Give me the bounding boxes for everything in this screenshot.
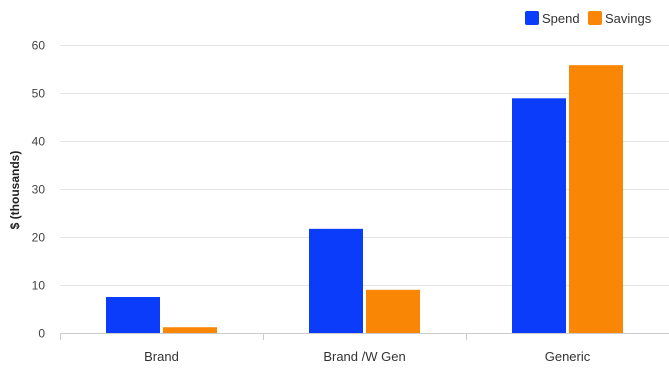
y-tick-label: 20 (32, 231, 46, 245)
y-tick-label: 50 (32, 87, 46, 101)
grid-lines (60, 45, 669, 286)
legend-label: Spend (542, 11, 580, 26)
legend-swatch (525, 11, 539, 25)
x-tick-label: Generic (545, 349, 591, 364)
legend-item-spend[interactable]: Spend (525, 11, 580, 26)
bar-savings-brand-w-gen[interactable] (366, 289, 420, 333)
bar-savings-brand[interactable] (163, 327, 217, 333)
bar-spend-brand[interactable] (106, 297, 160, 333)
y-tick-label: 10 (32, 279, 46, 293)
legend[interactable]: Spend Savings (525, 11, 652, 26)
y-tick-label: 30 (32, 183, 46, 197)
bar-savings-generic[interactable] (569, 65, 623, 333)
y-tick-label: 60 (32, 39, 46, 53)
x-tick-label: Brand /W Gen (323, 349, 405, 364)
legend-item-savings[interactable]: Savings (588, 11, 652, 26)
legend-label: Savings (605, 11, 652, 26)
y-tick-label: 40 (32, 135, 46, 149)
y-tick-label: 0 (38, 327, 45, 341)
bar-spend-generic[interactable] (512, 98, 566, 333)
axes (60, 333, 669, 340)
axis-labels: 0 10 20 30 40 50 60 Brand Brand /W Gen Generic (32, 39, 591, 365)
bars (106, 65, 623, 333)
legend-swatch (588, 11, 602, 25)
y-axis-title: $ (thousands) (8, 151, 22, 230)
x-tick-label: Brand (144, 349, 179, 364)
bar-spend-brand-w-gen[interactable] (309, 228, 363, 333)
